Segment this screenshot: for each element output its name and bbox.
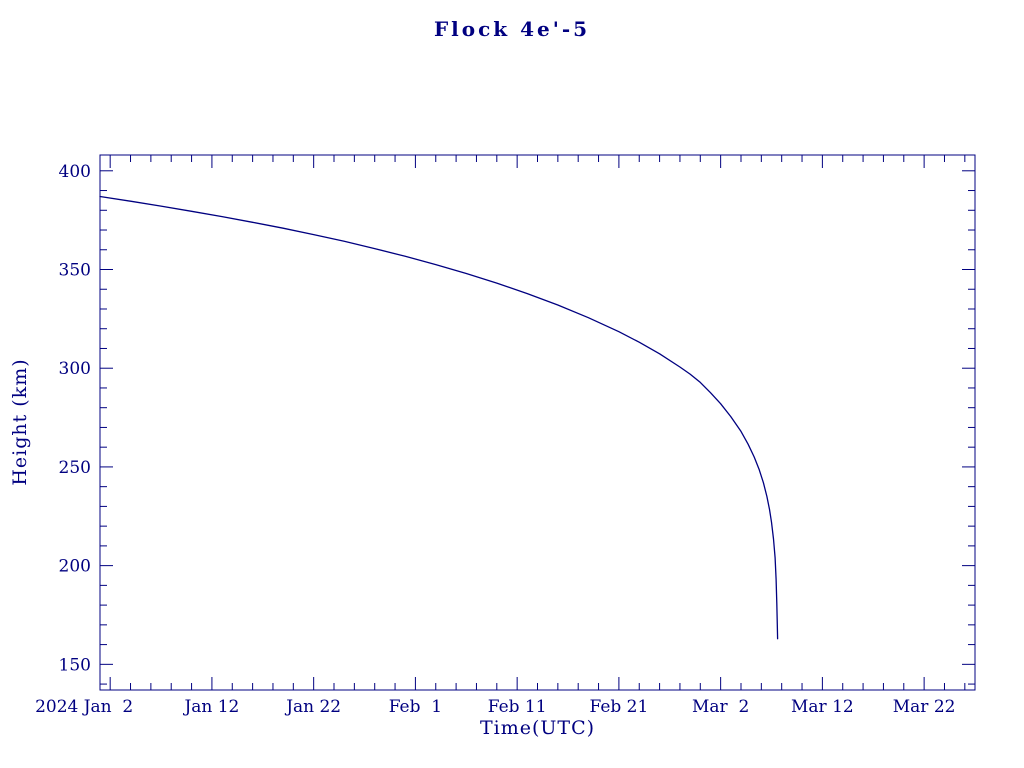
y-tick-label: 250: [59, 458, 91, 478]
x-tick-label: Mar 12: [791, 697, 854, 717]
plot-frame: [99, 154, 976, 691]
x-tick-label: Mar 2: [692, 697, 749, 717]
x-tick-label: Feb 21: [589, 697, 648, 717]
y-tick-label: 200: [59, 557, 91, 577]
decay-curve: [99, 195, 779, 640]
x-axis-label: Time(UTC): [479, 717, 596, 739]
x-tick-label: Jan 12: [182, 697, 239, 717]
x-tick-label: Mar 22: [893, 697, 956, 717]
x-tick-label: Feb 1: [389, 697, 442, 717]
x-tick-label: Jan 22: [284, 697, 341, 717]
chart-title: Flock 4e'-5: [433, 17, 591, 41]
x-tick-label: Feb 11: [488, 697, 547, 717]
y-tick-label: 400: [59, 162, 91, 182]
y-tick-label: 150: [59, 655, 91, 675]
x-tick-label: 2024 Jan 2: [35, 697, 133, 717]
y-tick-label: 300: [59, 359, 91, 379]
y-tick-label: 350: [59, 261, 91, 281]
